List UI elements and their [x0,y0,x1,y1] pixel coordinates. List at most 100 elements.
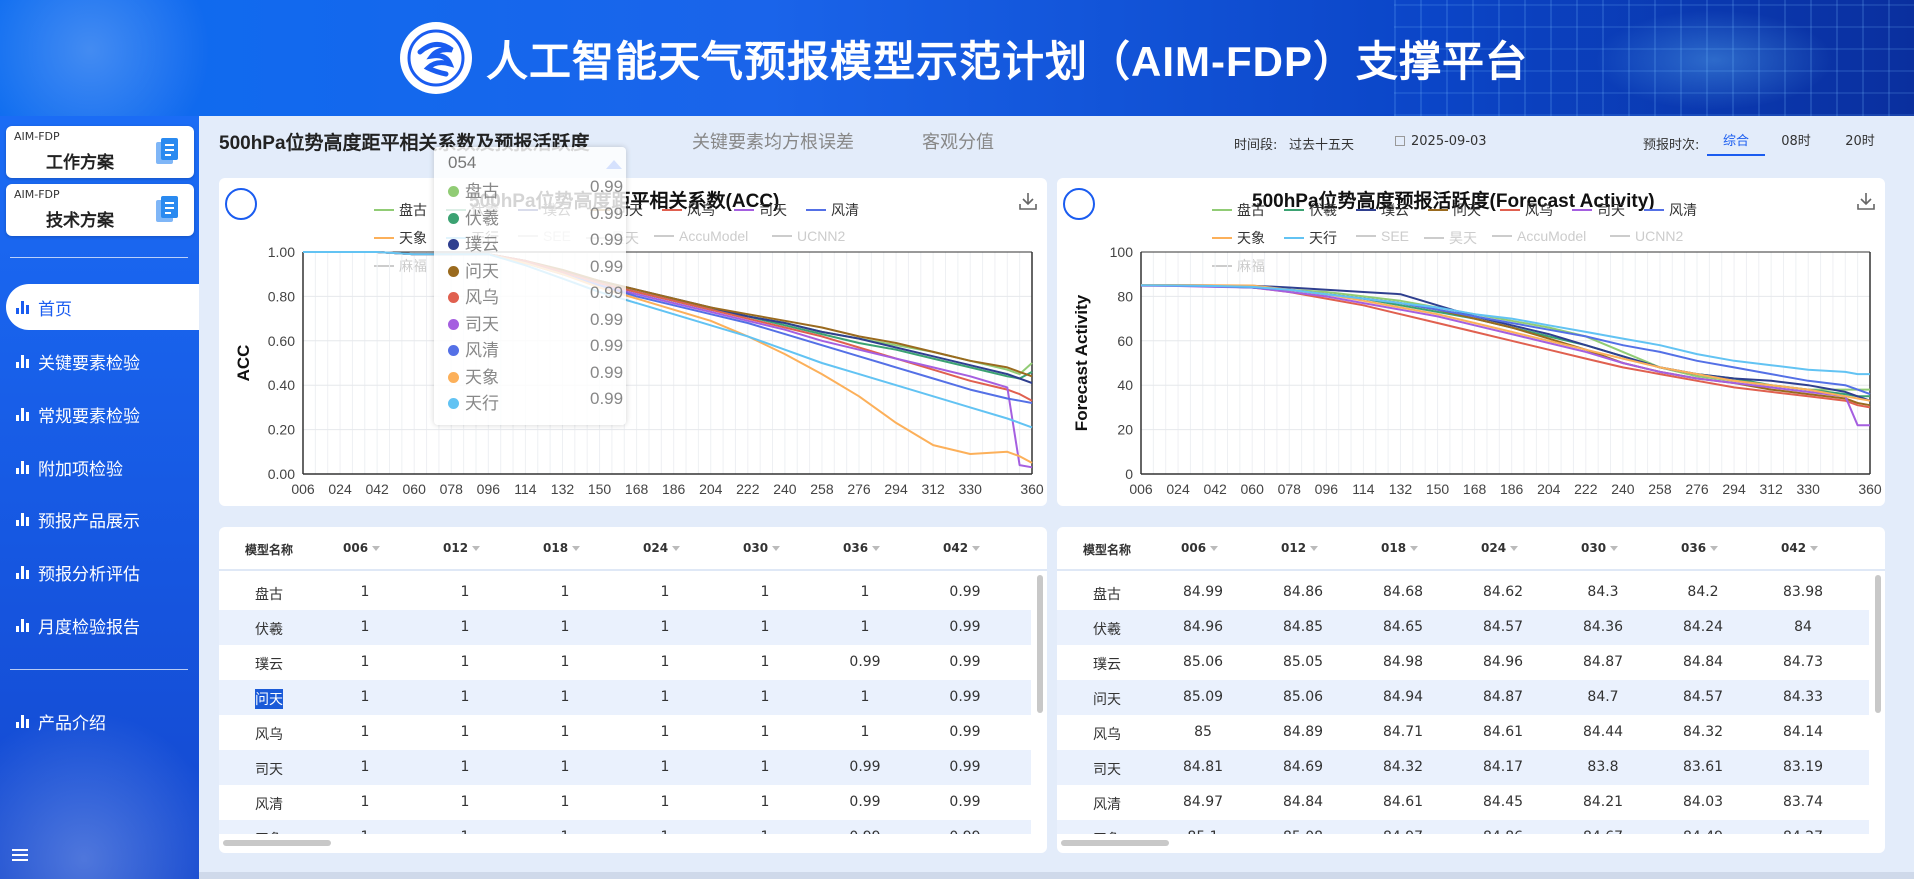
sort-icon[interactable] [572,546,581,551]
work-plan-card[interactable]: AIM-FDP 工作方案 [6,126,194,178]
sidebar: AIM-FDP 工作方案 AIM-FDP 技术方案 首页 关键要素检验 常规要素… [0,116,199,879]
column-header-lead[interactable]: 012 [443,541,481,555]
sort-icon[interactable] [1410,546,1419,551]
nav-regular-elements[interactable]: 常规要素检验 [0,391,199,437]
column-header-lead[interactable]: 042 [1781,541,1819,555]
forecast-option-20[interactable]: 20时 [1845,134,1875,149]
sort-icon[interactable] [772,546,781,551]
sort-icon[interactable] [472,546,481,551]
table-row[interactable]: 盘古 84.99 84.86 84.68 84.62 84.3 84.2 83.98 [1057,575,1869,610]
column-header-label: 030 [1581,541,1607,555]
table-row[interactable]: 伏羲 1 1 1 1 1 1 0.99 [219,610,1031,645]
table-row[interactable]: 璞云 1 1 1 1 1 0.99 0.99 [219,645,1031,680]
fa-table-hscrollbar[interactable] [1061,840,1169,846]
nav-additional[interactable]: 附加项检验 [0,444,199,490]
tech-plan-card[interactable]: AIM-FDP 技术方案 [6,184,194,236]
nav-forecast-products[interactable]: 预报产品展示 [0,496,199,542]
nav-key-elements[interactable]: 关键要素检验 [0,338,199,384]
table-row[interactable]: 风乌 1 1 1 1 1 1 0.99 [219,715,1031,750]
legend-item[interactable]: 风清 [1644,200,1697,220]
table-row[interactable]: 问天 1 1 1 1 1 1 0.99 [219,680,1031,715]
legend-item[interactable]: 天行 [1284,228,1337,248]
cell-value: 1 [460,724,470,740]
column-header-lead[interactable]: 024 [1481,541,1519,555]
column-header-lead[interactable]: 006 [343,541,381,555]
forecast-time-label: 预报时次: [1643,138,1700,153]
legend-item[interactable]: 天象 [1212,228,1265,248]
legend-item[interactable]: AccuModel [1492,228,1586,244]
date-picker[interactable]: 2025-09-03 [1395,134,1487,149]
column-header-lead[interactable]: 018 [1381,541,1419,555]
column-header-lead[interactable]: 030 [1581,541,1619,555]
sort-icon[interactable] [872,546,881,551]
column-header-lead[interactable]: 006 [1181,541,1219,555]
fa-table-vscrollbar[interactable] [1875,575,1881,713]
menu-toggle-icon[interactable] [12,849,28,861]
legend-item[interactable]: 璞云 [1356,200,1409,220]
table-row[interactable]: 问天 85.09 85.06 84.94 84.87 84.7 84.57 84.33 [1057,680,1869,715]
cell-value: 1 [660,584,670,600]
legend-item[interactable]: AccuModel [654,228,748,244]
sort-icon[interactable] [1710,546,1719,551]
cell-value: 1 [360,584,370,600]
column-header-lead[interactable]: 036 [843,541,881,555]
legend-item[interactable]: 昊天 [1424,228,1477,248]
nav-home[interactable]: 首页 [6,284,199,330]
table-row[interactable]: 风清 84.97 84.84 84.61 84.45 84.21 84.03 83.74 [1057,785,1869,820]
table-row[interactable]: 司天 1 1 1 1 1 0.99 0.99 [219,750,1031,785]
sort-icon[interactable] [372,546,381,551]
nav-forecast-analysis[interactable]: 预报分析评估 [0,549,199,595]
column-header-model[interactable]: 模型名称 [1083,541,1131,558]
sort-icon[interactable] [1610,546,1619,551]
legend-item[interactable]: UCNN2 [772,228,845,244]
table-row[interactable]: 盘古 1 1 1 1 1 1 0.99 [219,575,1031,610]
tab-objective-score[interactable]: 客观分值 [922,132,994,152]
sort-icon[interactable] [972,546,981,551]
sort-icon[interactable] [1810,546,1819,551]
column-header-label: 012 [1281,541,1307,555]
legend-item[interactable]: 盘古 [374,200,427,220]
table-row[interactable]: 风清 1 1 1 1 1 0.99 0.99 [219,785,1031,820]
column-header-lead[interactable]: 018 [543,541,581,555]
forecast-option-08[interactable]: 08时 [1781,134,1811,149]
legend-item[interactable]: 伏羲 [1284,200,1337,220]
forecast-option-all[interactable]: 综合 [1707,132,1765,156]
legend-item[interactable]: 司天 [1572,200,1625,220]
sort-icon[interactable] [672,546,681,551]
sort-icon[interactable] [1510,546,1519,551]
legend-item[interactable]: 麻福 [374,256,427,276]
legend-item[interactable]: 盘古 [1212,200,1265,220]
legend-item[interactable]: 风乌 [1500,200,1553,220]
column-header-lead[interactable]: 024 [643,541,681,555]
acc-table-vscrollbar[interactable] [1037,575,1043,713]
column-header-model[interactable]: 模型名称 [245,541,293,558]
table-row[interactable]: 璞云 85.06 85.05 84.98 84.96 84.87 84.84 84.73 [1057,645,1869,680]
download-icon[interactable] [1019,192,1037,210]
table-row[interactable]: 风乌 85 84.89 84.71 84.61 84.44 84.32 84.14 [1057,715,1869,750]
legend-item[interactable]: SEE [1356,228,1409,244]
table-row[interactable]: 司天 84.81 84.69 84.32 84.17 83.8 83.61 83.19 [1057,750,1869,785]
legend-item[interactable]: 天象 [374,228,427,248]
column-header-lead[interactable]: 012 [1281,541,1319,555]
legend-item[interactable]: UCNN2 [1610,228,1683,244]
sort-icon[interactable] [1310,546,1319,551]
legend-item[interactable]: 司天 [734,200,787,220]
tab-rmse[interactable]: 关键要素均方根误差 [692,132,854,152]
column-header-lead[interactable]: 036 [1681,541,1719,555]
legend-item[interactable]: 风乌 [662,200,715,220]
column-header-lead[interactable]: 042 [943,541,981,555]
legend-item[interactable]: 风清 [806,200,859,220]
cell-model-name: 风清 [1093,797,1121,813]
legend-item[interactable]: 问天 [1428,200,1481,220]
table-row[interactable]: 伏羲 84.96 84.85 84.65 84.57 84.36 84.24 84 [1057,610,1869,645]
nav-product-intro[interactable]: 产品介绍 [0,698,199,744]
table-row[interactable]: 天象 85.1 85.08 84.97 84.86 84.67 84.49 84.27 [1057,820,1869,834]
legend-item[interactable]: 麻福 [1212,256,1265,276]
sort-icon[interactable] [1210,546,1219,551]
table-row[interactable]: 天象 1 1 1 1 1 0.99 0.99 [219,820,1031,834]
period-select[interactable]: 过去十五天 [1289,138,1355,153]
download-icon[interactable] [1857,192,1875,210]
column-header-lead[interactable]: 030 [743,541,781,555]
acc-table-hscrollbar[interactable] [223,840,331,846]
nav-monthly-report[interactable]: 月度检验报告 [0,602,199,648]
